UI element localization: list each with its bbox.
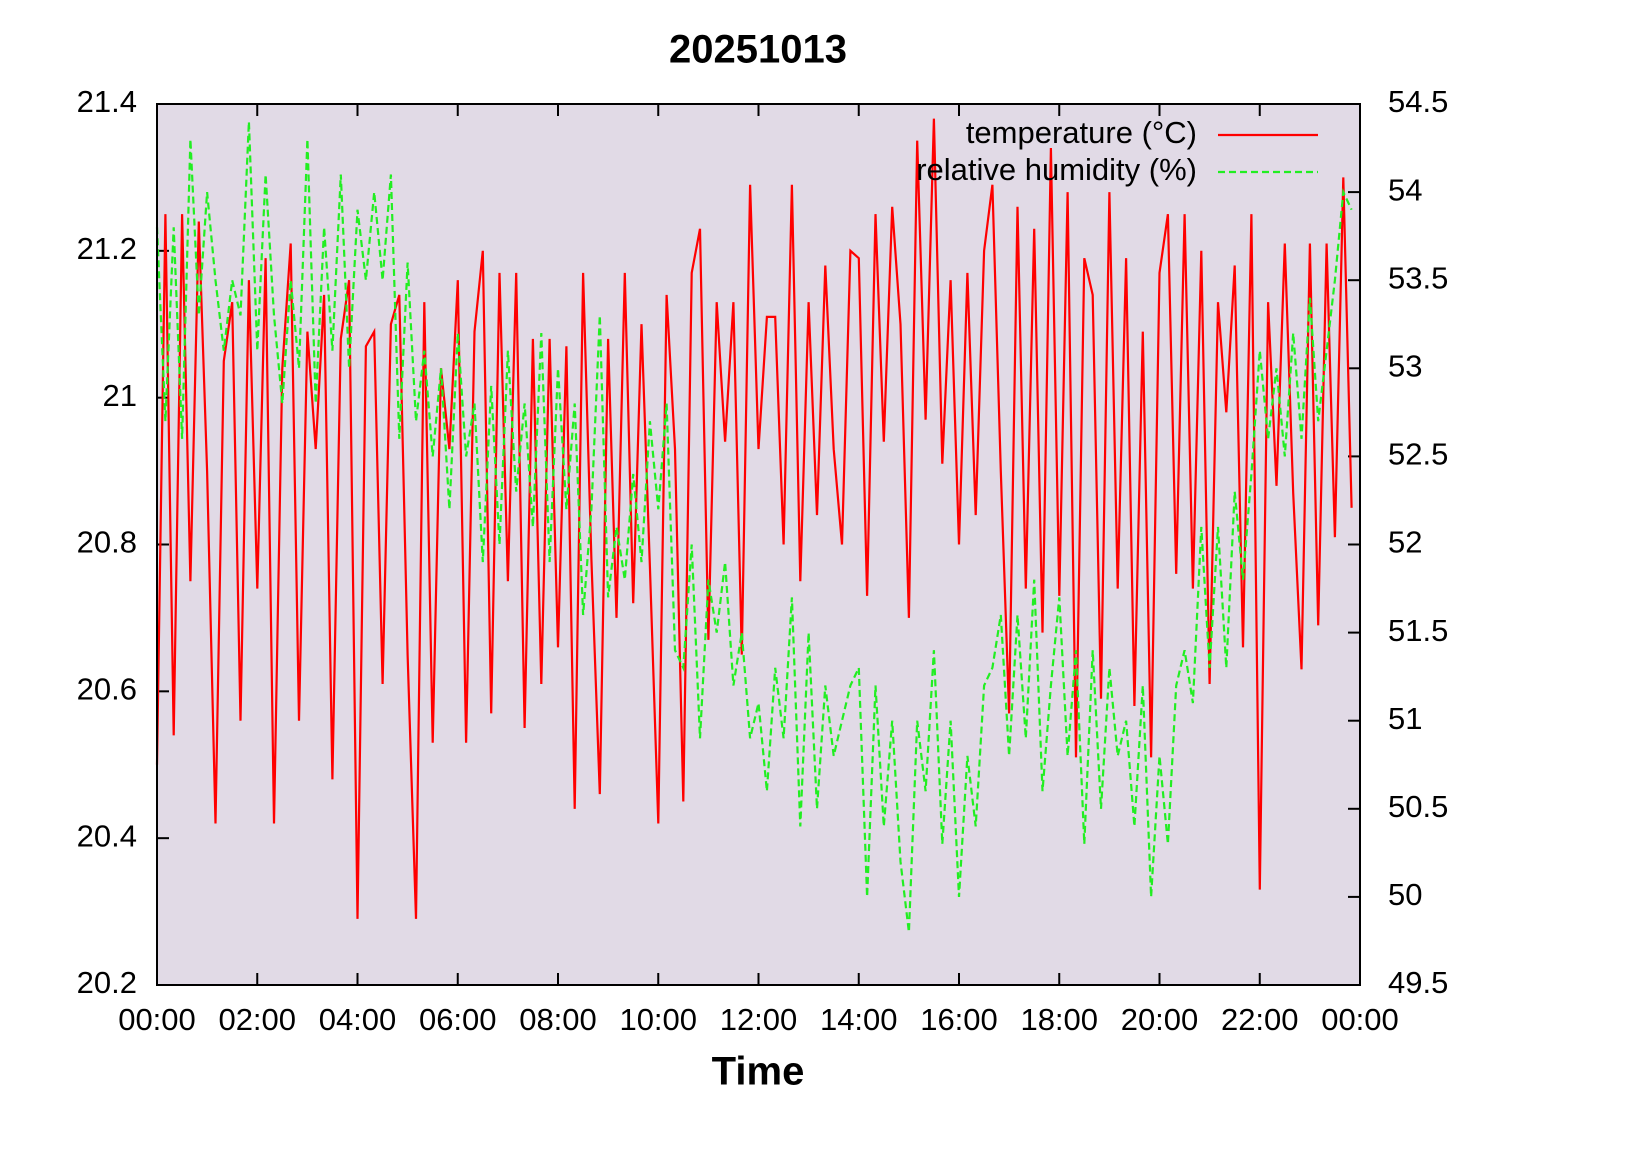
- y-tick-label: 21.4: [77, 84, 137, 119]
- y2-tick-label: 53.5: [1388, 260, 1448, 295]
- y-tick-label: 21.2: [77, 231, 137, 266]
- y-tick-label: 20.2: [77, 965, 137, 1000]
- x-tick-label: 20:00: [1121, 1002, 1199, 1037]
- series-line: [155, 121, 1353, 933]
- series-line: [155, 118, 1353, 919]
- x-tick-label: 02:00: [218, 1002, 296, 1037]
- legend-label: relative humidity (%): [916, 152, 1197, 187]
- x-tick-label: 00:00: [118, 1002, 196, 1037]
- x-tick-label: 10:00: [619, 1002, 697, 1037]
- x-tick-label: 00:00: [1321, 1002, 1399, 1037]
- y2-tick-label: 51: [1388, 701, 1422, 736]
- x-tick-label: 16:00: [920, 1002, 998, 1037]
- plot-frame: [156, 103, 1361, 986]
- y2-tick-label: 53: [1388, 348, 1422, 383]
- y2-tick-label: 49.5: [1388, 965, 1448, 1000]
- chart-title: 20251013: [669, 28, 847, 72]
- x-axis-label: Time: [712, 1050, 805, 1094]
- x-tick-label: 06:00: [419, 1002, 497, 1037]
- y2-tick-label: 52.5: [1388, 437, 1448, 472]
- y-tick-label: 20.8: [77, 525, 137, 560]
- series: [155, 118, 1353, 933]
- y2-tick-label: 54: [1388, 172, 1422, 207]
- y2-tick-label: 54.5: [1388, 84, 1448, 119]
- x-tick-label: 18:00: [1020, 1002, 1098, 1037]
- x-tick-label: 04:00: [319, 1002, 397, 1037]
- legend-label: temperature (°C): [966, 115, 1197, 150]
- y2-tick-label: 50: [1388, 877, 1422, 912]
- y2-tick-label: 52: [1388, 525, 1422, 560]
- x-tick-label: 12:00: [720, 1002, 798, 1037]
- y2-tick-label: 50.5: [1388, 789, 1448, 824]
- x-tick-label: 08:00: [519, 1002, 597, 1037]
- y2-tick-label: 51.5: [1388, 613, 1448, 648]
- y-tick-label: 20.6: [77, 672, 137, 707]
- y-tick-label: 21: [103, 378, 137, 413]
- x-tick-label: 22:00: [1221, 1002, 1299, 1037]
- x-tick-label: 14:00: [820, 1002, 898, 1037]
- y-tick-label: 20.4: [77, 818, 137, 853]
